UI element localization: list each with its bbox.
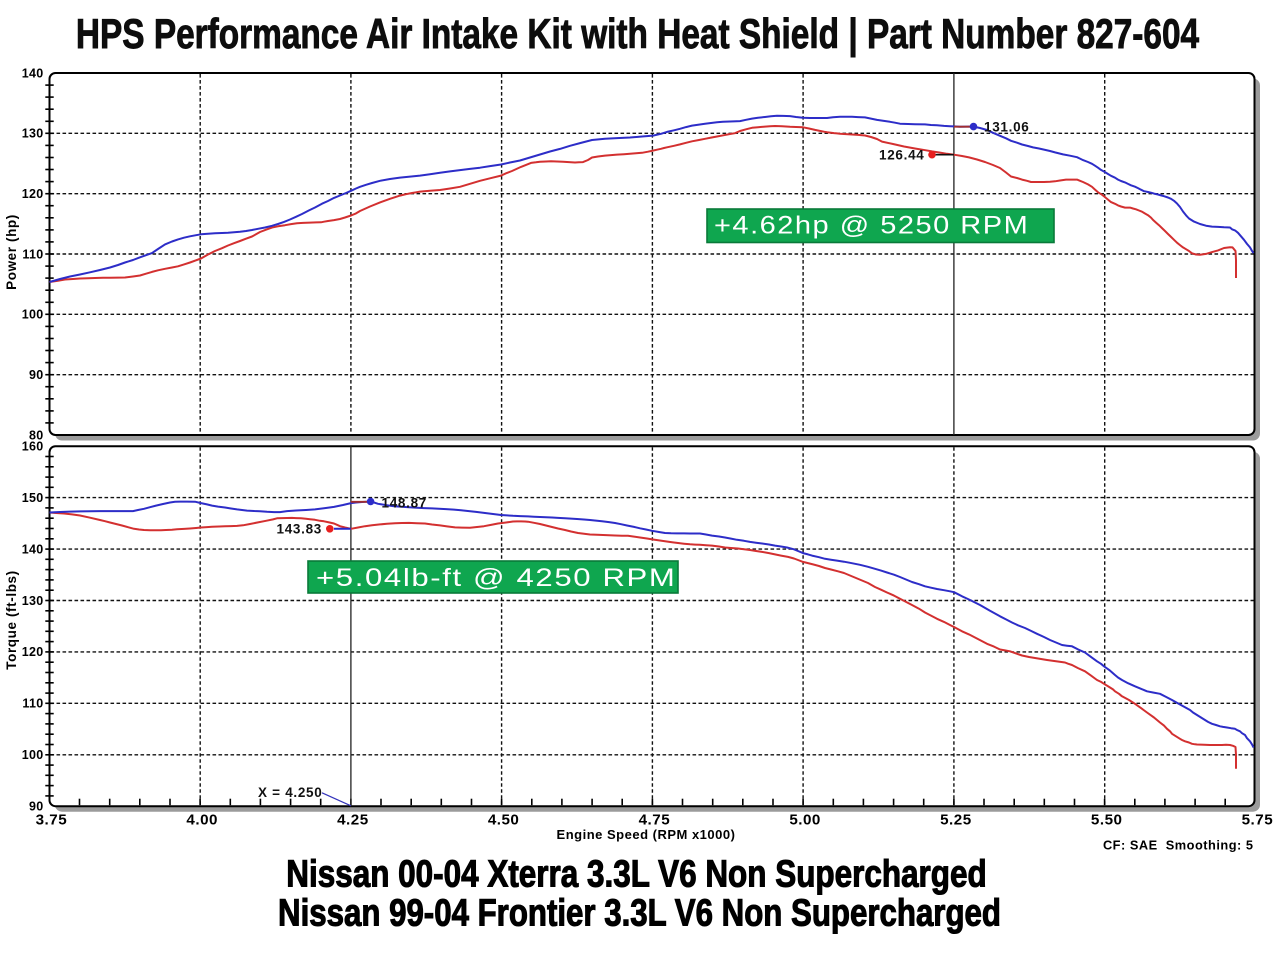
- svg-text:90: 90: [29, 800, 44, 814]
- svg-text:+4.62hp @ 5250 RPM: +4.62hp @ 5250 RPM: [714, 210, 1029, 239]
- svg-text:130: 130: [22, 594, 44, 608]
- svg-text:148.87: 148.87: [382, 496, 428, 511]
- svg-text:110: 110: [22, 247, 43, 261]
- svg-text:+5.04lb-ft @ 4250 RPM: +5.04lb-ft @ 4250 RPM: [316, 563, 676, 591]
- svg-text:4.75: 4.75: [639, 812, 671, 829]
- svg-text:5.50: 5.50: [1091, 812, 1123, 829]
- svg-text:131.06: 131.06: [984, 120, 1030, 135]
- svg-text:126.44: 126.44: [879, 148, 925, 163]
- svg-text:140: 140: [22, 66, 44, 80]
- svg-text:CF: SAE Smoothing: 5: CF: SAE Smoothing: 5: [1103, 838, 1254, 853]
- svg-text:5.75: 5.75: [1242, 812, 1274, 829]
- svg-text:4.50: 4.50: [488, 812, 520, 829]
- svg-text:110: 110: [22, 697, 43, 711]
- svg-text:5.25: 5.25: [940, 812, 972, 829]
- svg-text:130: 130: [22, 127, 44, 141]
- svg-text:5.00: 5.00: [789, 812, 821, 829]
- svg-text:Nissan 99-04 Frontier 3.3L V6: Nissan 99-04 Frontier 3.3L V6 Non Superc…: [278, 893, 1001, 935]
- svg-text:143.83: 143.83: [277, 522, 323, 537]
- svg-text:120: 120: [22, 645, 44, 659]
- svg-text:80: 80: [29, 428, 44, 442]
- svg-text:160: 160: [22, 440, 44, 454]
- svg-text:120: 120: [22, 187, 44, 201]
- svg-text:Nissan 00-04 Xterra 3.3L V6 No: Nissan 00-04 Xterra 3.3L V6 Non Supercha…: [286, 853, 986, 895]
- svg-text:100: 100: [22, 748, 44, 762]
- svg-text:Power (hp): Power (hp): [4, 214, 19, 290]
- svg-text:HPS Performance Air Intake Kit: HPS Performance Air Intake Kit with Heat…: [76, 11, 1199, 57]
- svg-text:4.25: 4.25: [337, 812, 369, 829]
- svg-text:X = 4.250: X = 4.250: [258, 785, 322, 800]
- svg-text:3.75: 3.75: [36, 812, 68, 829]
- svg-text:4.00: 4.00: [186, 812, 218, 829]
- svg-text:140: 140: [22, 542, 44, 556]
- svg-text:150: 150: [22, 491, 44, 505]
- svg-text:Torque (ft-lbs): Torque (ft-lbs): [4, 570, 19, 669]
- svg-text:Engine Speed (RPM x1000): Engine Speed (RPM x1000): [557, 827, 736, 842]
- svg-text:100: 100: [22, 308, 44, 322]
- svg-text:90: 90: [29, 368, 44, 382]
